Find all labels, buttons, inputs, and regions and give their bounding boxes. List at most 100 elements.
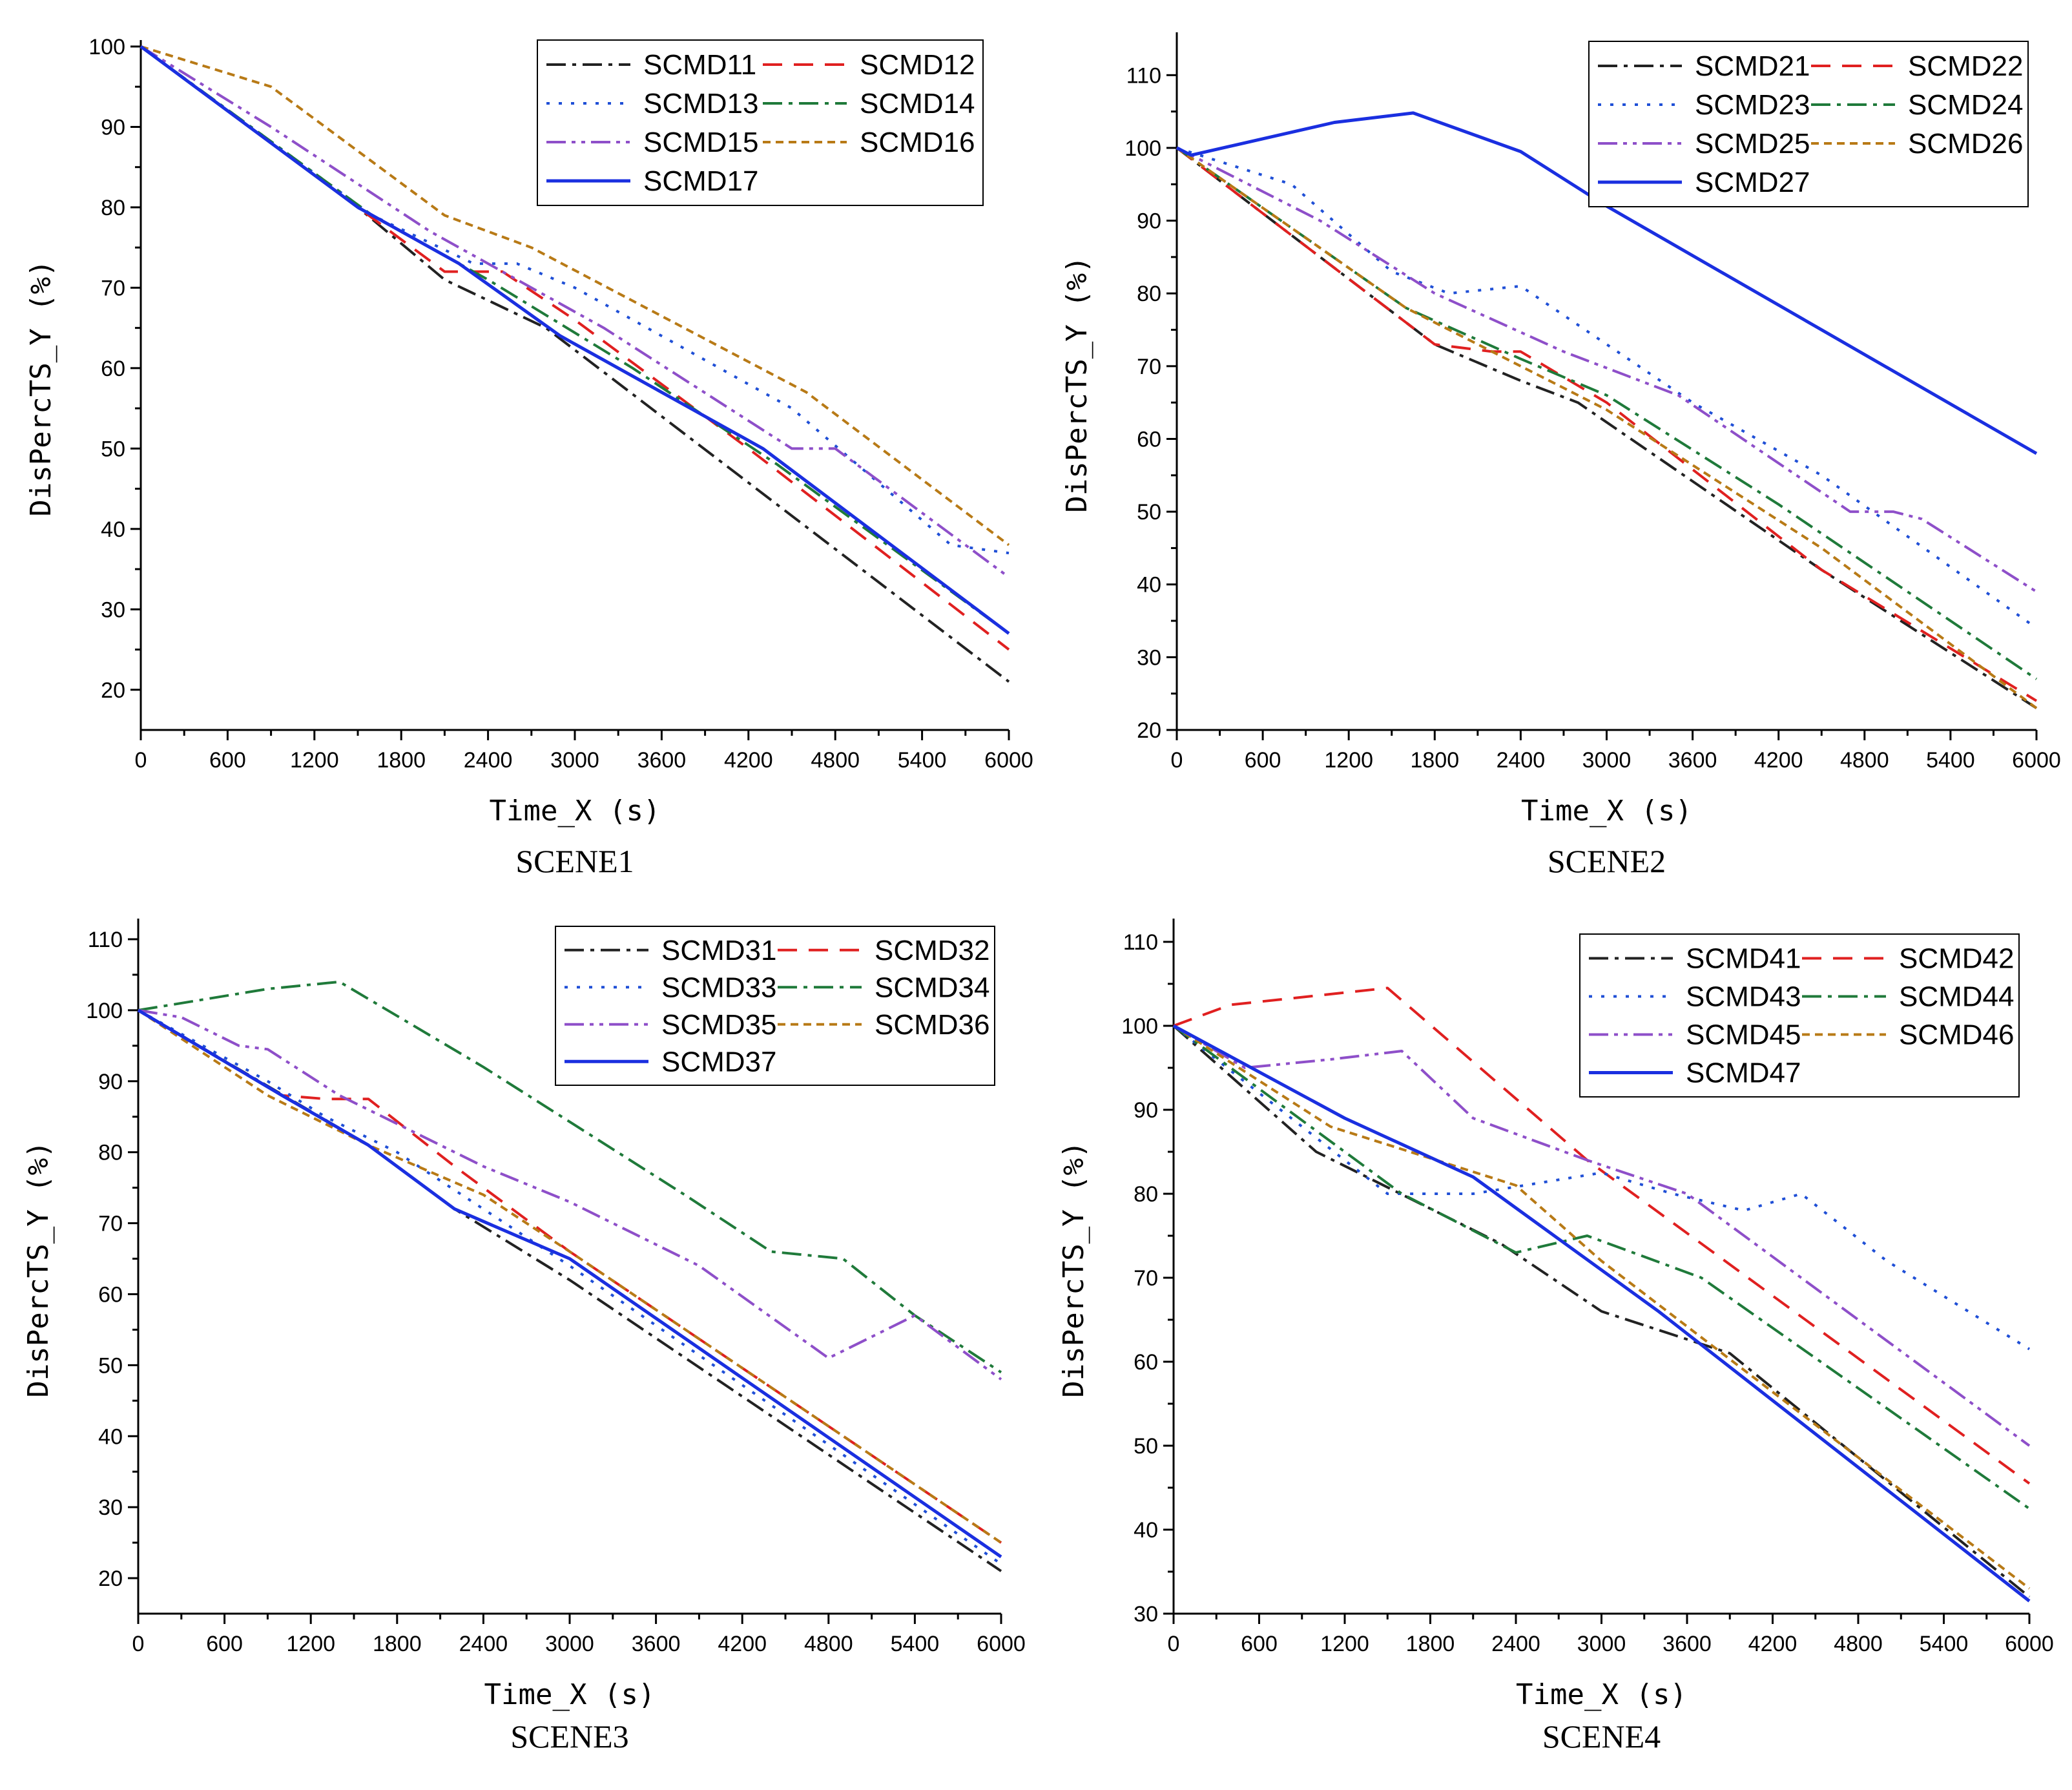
- x-tick-label: 3000: [1582, 748, 1632, 773]
- x-tick-label: 1200: [290, 748, 339, 773]
- chart-panel-scene3: 0 600 1200 1800 2400 3000 3600 4200 4800 5400 6000…: [22, 919, 1026, 1754]
- legend-label: SCMD21: [1695, 50, 1810, 82]
- panel-title: SCENE1: [515, 843, 634, 879]
- x-tick-label: 5400: [898, 748, 947, 773]
- x-tick-label: 6000: [2012, 748, 2061, 773]
- y-tick-label: 70: [98, 1212, 123, 1236]
- legend-label: SCMD15: [643, 127, 759, 158]
- y-tick-label: 90: [101, 115, 125, 140]
- series-line-scmd32: [137, 1009, 1002, 1544]
- series-line-scmd26: [1176, 147, 2038, 709]
- series-line-scmd46: [1172, 1025, 2031, 1590]
- legend-label: SCMD33: [661, 972, 777, 1003]
- x-tick-label: 1800: [373, 1632, 422, 1656]
- x-tick-label: 1800: [1410, 748, 1459, 773]
- series-line-scmd17: [140, 45, 1010, 635]
- legend-box: [555, 926, 995, 1086]
- legend: SCMD31 SCMD32 SCMD33 SCMD34 SCMD35 SCMD36 SCMD…: [555, 926, 995, 1086]
- y-tick-label: 20: [1137, 718, 1161, 743]
- x-tick-label: 4200: [1748, 1632, 1797, 1656]
- y-tick-label: 80: [98, 1141, 123, 1165]
- x-tick-label: 3600: [1668, 748, 1717, 773]
- legend-label: SCMD47: [1686, 1057, 1801, 1089]
- series-line-scmd43: [1172, 1025, 2031, 1351]
- y-axis-label: DisPercTS_Y (%): [1057, 1141, 1090, 1397]
- series-line-scmd25: [1176, 147, 2038, 593]
- x-tick-label: 2400: [459, 1632, 508, 1656]
- x-axis-label: Time_X (s): [490, 795, 661, 827]
- y-tick-label: 80: [1134, 1182, 1158, 1207]
- y-tick-label: 40: [98, 1424, 123, 1449]
- y-tick-label: 80: [1137, 282, 1161, 306]
- x-tick-label: 6000: [2005, 1632, 2054, 1656]
- panel-title: SCENE2: [1548, 843, 1666, 879]
- x-tick-label: 0: [135, 748, 147, 773]
- series-line-scmd44: [1172, 1025, 2031, 1510]
- legend-label: SCMD12: [860, 49, 975, 81]
- x-tick-label: 4200: [1754, 748, 1803, 773]
- series-line-scmd24: [1176, 147, 2038, 680]
- x-tick-label: 1200: [286, 1632, 335, 1656]
- legend: SCMD41 SCMD42 SCMD43 SCMD44 SCMD45 SCMD46 SCMD…: [1579, 933, 2020, 1098]
- legend-label: SCMD17: [643, 165, 759, 197]
- y-tick-label: 30: [101, 598, 125, 622]
- chart-panel-scene1: 0 600 1200 1800 2400 3000 3600 4200 4800 5400 6000…: [25, 35, 1033, 879]
- series-line-scmd47: [1172, 1024, 2031, 1603]
- x-tick-label: 4800: [811, 748, 860, 773]
- y-tick-label: 50: [101, 437, 125, 461]
- series-line-scmd37: [137, 1008, 1002, 1559]
- x-tick-label: 0: [1168, 1632, 1180, 1656]
- legend-box: [1579, 933, 2020, 1098]
- x-tick-label: 600: [206, 1632, 243, 1656]
- series-line-scmd31: [137, 1009, 1002, 1572]
- y-tick-label: 110: [1123, 930, 1158, 955]
- series-line-scmd33: [138, 1009, 1002, 1565]
- y-tick-label: 100: [1121, 1014, 1158, 1039]
- y-tick-label: 70: [101, 276, 125, 300]
- y-tick-label: 60: [1134, 1350, 1158, 1375]
- legend-label: SCMD36: [875, 1009, 990, 1041]
- series-line-scmd34: [138, 980, 1002, 1374]
- y-tick-label: 100: [88, 35, 125, 59]
- legend-label: SCMD31: [661, 935, 777, 966]
- legend-label: SCMD13: [643, 88, 759, 120]
- x-tick-label: 3600: [1663, 1632, 1712, 1656]
- x-tick-label: 2400: [464, 748, 513, 773]
- y-axis-label: DisPercTS_Y (%): [22, 1141, 55, 1397]
- panel-title: SCENE3: [510, 1718, 628, 1754]
- x-tick-label: 4200: [718, 1632, 767, 1656]
- x-axis-label: Time_X (s): [1521, 795, 1692, 827]
- y-tick-label: 30: [1134, 1602, 1158, 1627]
- x-tick-label: 3000: [550, 748, 599, 773]
- legend-label: SCMD11: [643, 49, 756, 81]
- legend-box: [1588, 41, 2029, 207]
- y-tick-label: 100: [86, 999, 123, 1023]
- x-tick-label: 2400: [1497, 748, 1546, 773]
- y-tick-label: 60: [101, 357, 125, 381]
- series-line-scmd15: [140, 45, 1010, 579]
- series-line-scmd13: [140, 45, 1010, 555]
- legend: SCMD21 SCMD22 SCMD23 SCMD24 SCMD25 SCMD26 SCMD…: [1588, 41, 2029, 207]
- legend-label: SCMD43: [1686, 981, 1801, 1013]
- x-tick-label: 6000: [984, 748, 1033, 773]
- y-tick-label: 30: [1137, 645, 1161, 670]
- y-tick-label: 50: [1137, 500, 1161, 525]
- y-tick-label: 50: [1134, 1434, 1158, 1459]
- panel-title: SCENE4: [1542, 1718, 1661, 1754]
- legend-label: SCMD37: [661, 1046, 777, 1077]
- y-tick-label: 40: [101, 517, 125, 542]
- x-tick-label: 1200: [1324, 748, 1373, 773]
- x-tick-label: 5400: [891, 1632, 940, 1656]
- x-tick-label: 5400: [1920, 1632, 1969, 1656]
- legend-label: SCMD23: [1695, 89, 1810, 121]
- y-tick-label: 20: [98, 1566, 123, 1591]
- x-tick-label: 3000: [545, 1632, 594, 1656]
- y-tick-label: 30: [98, 1495, 123, 1520]
- legend-label: SCMD26: [1908, 128, 2024, 160]
- x-tick-label: 2400: [1491, 1632, 1540, 1656]
- legend-label: SCMD44: [1899, 981, 2015, 1013]
- y-tick-label: 90: [1134, 1098, 1158, 1123]
- x-tick-label: 1800: [377, 748, 426, 773]
- legend: SCMD11 SCMD12 SCMD13 SCMD14 SCMD15 SCMD16 SCMD…: [537, 39, 984, 206]
